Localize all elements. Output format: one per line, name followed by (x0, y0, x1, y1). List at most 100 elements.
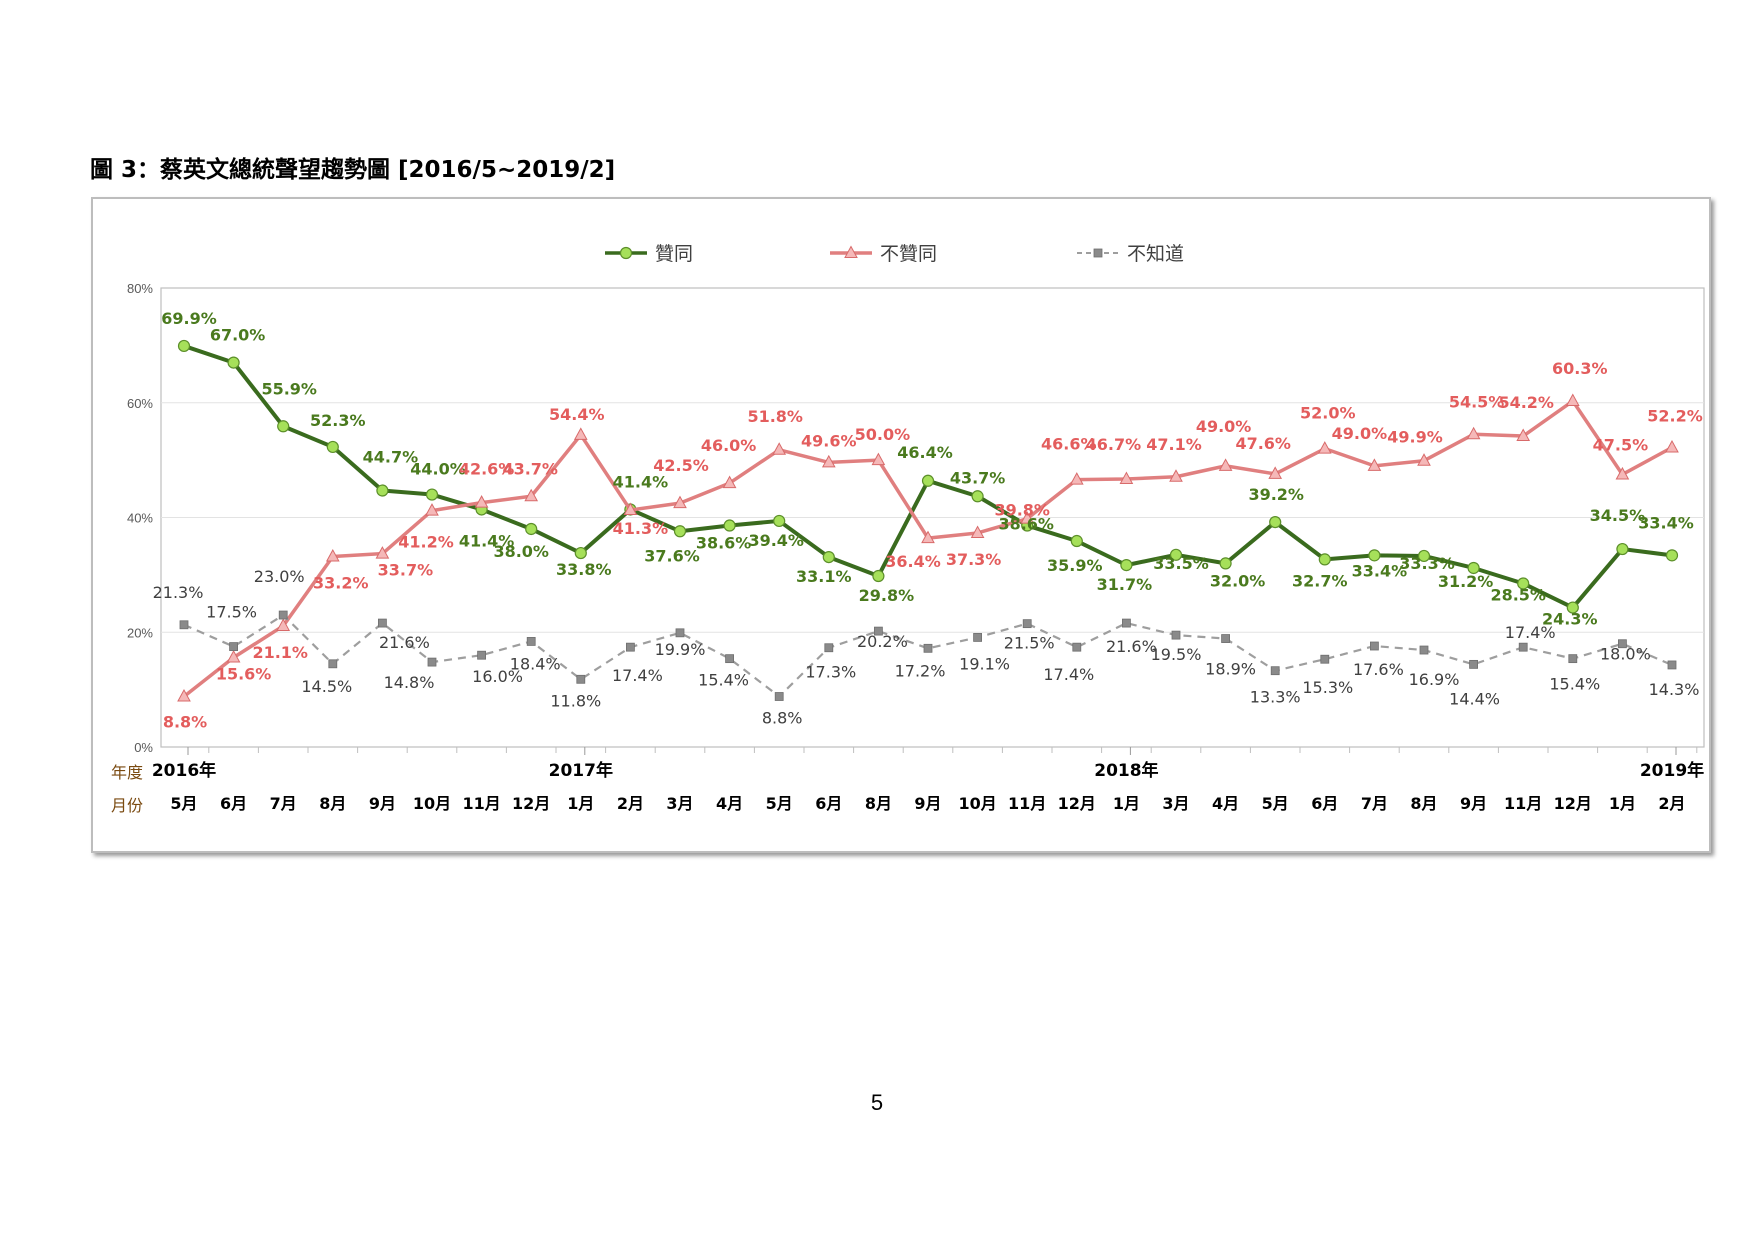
year-label: 2019年 (1640, 760, 1704, 781)
data-point-unknown (526, 637, 536, 646)
data-label-unknown: 16.0% (472, 667, 523, 686)
data-label-approve: 38.6% (998, 515, 1054, 534)
data-label-disapprove: 52.0% (1300, 404, 1356, 423)
data-point-unknown (675, 628, 685, 638)
year-label: 2017年 (549, 760, 613, 781)
data-point-disapprove (425, 503, 439, 516)
data-point-unknown (1667, 660, 1677, 670)
data-label-approve: 44.0% (410, 460, 466, 479)
data-label-approve: 39.2% (1248, 485, 1304, 504)
data-point-unknown (1419, 645, 1429, 655)
data-point-disapprove (1466, 426, 1481, 440)
data-point-approve (1417, 549, 1431, 563)
x-tick-label: 10月 (413, 794, 451, 813)
data-point-unknown (427, 657, 437, 667)
data-point-disapprove (1367, 458, 1382, 471)
legend-label-disapprove: 不贊同 (880, 243, 937, 265)
data-label-approve: 39.4% (748, 531, 804, 550)
data-point-approve (822, 550, 835, 564)
data-point-unknown (576, 674, 586, 684)
x-tick-label: 8月 (319, 794, 346, 813)
y-tick-label: 0% (134, 740, 153, 755)
year-row-label: 年度 (111, 763, 143, 782)
data-label-unknown: 21.6% (379, 633, 430, 652)
data-label-unknown: 21.6% (1106, 637, 1157, 656)
y-tick-label: 60% (127, 396, 153, 411)
x-tick-label: 12月 (1554, 794, 1592, 813)
data-label-disapprove: 8.8% (163, 713, 207, 732)
data-label-unknown: 8.8% (762, 709, 803, 728)
data-label-unknown: 14.3% (1649, 680, 1700, 699)
data-point-disapprove (1317, 441, 1332, 454)
data-label-approve: 69.9% (161, 309, 217, 328)
data-point-disapprove (821, 454, 836, 468)
data-point-disapprove (375, 546, 390, 559)
data-label-unknown: 15.3% (1302, 678, 1353, 697)
data-point-disapprove (325, 548, 340, 562)
data-point-unknown (278, 610, 288, 620)
data-label-disapprove: 42.6% (459, 460, 515, 479)
x-tick-label: 3月 (1162, 794, 1189, 813)
data-label-unknown: 18.9% (1205, 660, 1256, 679)
data-label-approve: 38.6% (696, 534, 752, 553)
data-label-unknown: 14.8% (384, 673, 435, 692)
data-point-unknown (1171, 630, 1181, 640)
data-label-unknown: 17.5% (206, 603, 257, 622)
x-tick-label: 3月 (666, 794, 693, 813)
data-point-approve (1368, 549, 1381, 562)
data-point-unknown (973, 633, 982, 642)
data-point-unknown (377, 618, 387, 628)
x-tick-label: 8月 (865, 794, 892, 813)
legend-label-approve: 贊同 (655, 243, 693, 265)
x-tick-label: 11月 (1008, 794, 1046, 813)
data-label-disapprove: 54.2% (1498, 393, 1554, 412)
x-tick-label: 5月 (1262, 794, 1289, 813)
data-point-unknown (328, 659, 338, 669)
data-label-approve: 32.7% (1292, 571, 1348, 590)
data-label-unknown: 19.9% (655, 640, 706, 659)
data-point-disapprove (722, 475, 737, 489)
series-disapprove (177, 393, 1679, 702)
data-label-unknown: 11.8% (550, 691, 601, 710)
data-label-disapprove: 33.7% (378, 561, 434, 580)
data-label-disapprove: 49.0% (1332, 424, 1388, 443)
data-label-approve: 41.4% (459, 531, 515, 550)
data-label-approve: 33.1% (796, 567, 852, 586)
x-tick-label: 4月 (1212, 794, 1239, 813)
data-point-disapprove (772, 442, 787, 455)
data-point-unknown (1320, 654, 1330, 664)
data-point-unknown (229, 642, 239, 651)
data-label-unknown: 13.3% (1250, 688, 1301, 707)
data-label-disapprove: 49.6% (801, 431, 857, 450)
data-point-approve (1269, 515, 1282, 529)
data-label-unknown: 19.5% (1151, 645, 1202, 664)
x-tick-label: 4月 (716, 794, 743, 813)
data-point-unknown (1072, 642, 1082, 652)
month-row-label: 月份 (111, 796, 143, 815)
data-label-approve: 52.3% (310, 411, 366, 430)
y-tick-label: 40% (127, 511, 153, 526)
data-label-unknown: 20.2% (857, 632, 908, 651)
data-point-approve (773, 514, 786, 528)
data-label-approve: 34.5% (1590, 506, 1646, 525)
x-tick-label: 9月 (1460, 794, 1487, 813)
data-point-disapprove (1268, 466, 1283, 479)
data-point-disapprove (921, 530, 935, 544)
data-point-approve (425, 488, 439, 501)
data-point-approve (971, 490, 984, 503)
data-point-disapprove (226, 649, 241, 663)
data-point-unknown (1370, 641, 1379, 651)
data-label-disapprove: 47.6% (1235, 434, 1291, 453)
x-tick-label: 11月 (462, 794, 500, 813)
x-tick-label: 1月 (567, 794, 594, 813)
x-tick-label: 12月 (512, 794, 550, 813)
data-point-unknown (1022, 619, 1032, 629)
data-point-unknown (1270, 666, 1280, 676)
data-point-approve (574, 546, 587, 560)
data-label-approve: 67.0% (210, 326, 266, 345)
data-label-disapprove: 54.5% (1449, 392, 1505, 411)
data-point-disapprove (1218, 458, 1233, 471)
data-label-unknown: 17.6% (1353, 660, 1404, 679)
data-label-disapprove: 47.5% (1593, 435, 1649, 454)
data-point-approve (673, 525, 687, 538)
